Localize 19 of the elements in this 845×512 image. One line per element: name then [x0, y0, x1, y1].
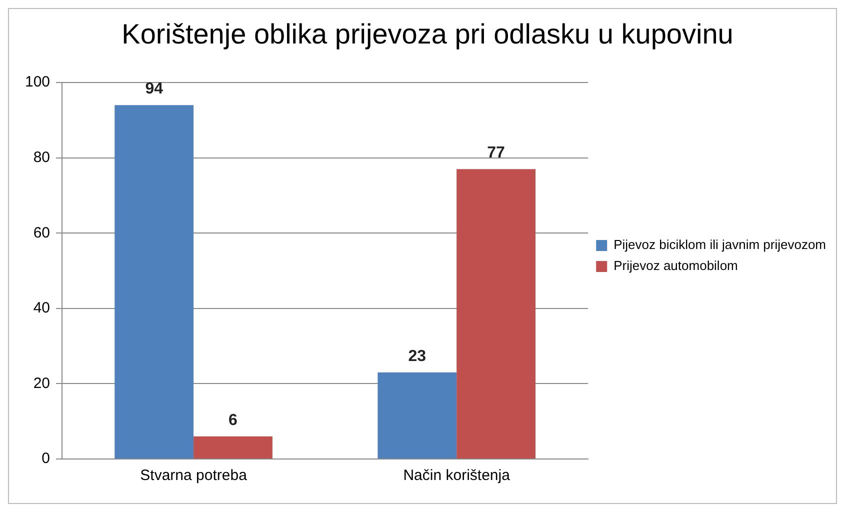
x-tick-label: Stvarna potreba	[140, 467, 248, 484]
data-label: 94	[145, 80, 164, 98]
data-label: 6	[228, 412, 238, 429]
y-tick-label: 20	[33, 374, 50, 392]
legend-label: Prijevoz automobilom	[614, 258, 738, 274]
data-label: 23	[408, 348, 426, 365]
bar	[378, 372, 457, 458]
y-tick-label: 100	[24, 74, 50, 91]
bar	[194, 436, 272, 458]
data-label: 77	[487, 144, 506, 162]
chart-title: Korištenje oblika prijevoza pri odlasku u kupovinu	[122, 18, 734, 50]
legend-label: Pijevoz biciklom ili javnim prijevozom	[614, 237, 826, 252]
bar	[114, 105, 194, 458]
bar	[456, 169, 536, 458]
y-tick-label: 40	[33, 300, 50, 317]
x-tick-label: Način korištenja	[403, 467, 511, 484]
y-tick-label: 0	[42, 450, 50, 468]
y-tick-label: 80	[33, 149, 50, 166]
y-tick-label: 60	[33, 224, 50, 242]
